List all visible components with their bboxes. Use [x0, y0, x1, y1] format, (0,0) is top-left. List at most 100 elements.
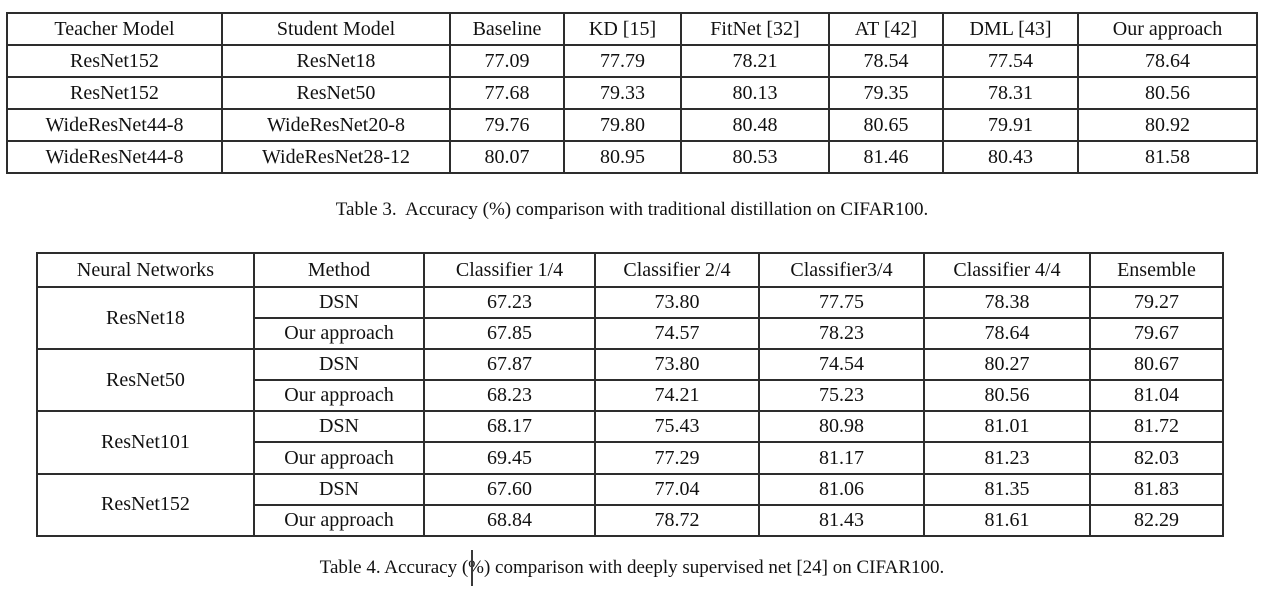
accuracy-cell: 78.23	[758, 317, 925, 351]
accuracy-cell: 67.85	[423, 317, 596, 351]
student-model-cell: ResNet50	[221, 76, 451, 110]
table3-caption: Table 3. Accuracy (%) comparison with tr…	[335, 199, 929, 220]
column-header-teacher-model: Teacher Model	[6, 12, 223, 46]
student-model-cell: WideResNet28-12	[221, 140, 451, 174]
column-header-our-approach: Our approach	[1077, 12, 1258, 46]
accuracy-cell: 73.80	[594, 348, 760, 382]
accuracy-cell: 68.17	[423, 410, 596, 444]
column-header-kd: KD [15]	[563, 12, 682, 46]
accuracy-cell: 80.27	[923, 348, 1091, 382]
method-cell: DSN	[253, 348, 425, 382]
method-cell: Our approach	[253, 317, 425, 351]
network-cell: ResNet18	[36, 285, 255, 351]
table-header-row: Teacher Model Student Model Baseline KD …	[6, 12, 1258, 46]
accuracy-cell: 67.23	[423, 285, 596, 320]
teacher-model-cell: WideResNet44-8	[6, 108, 223, 142]
accuracy-cell: 81.61	[923, 503, 1091, 537]
accuracy-cell: 77.68	[449, 76, 565, 110]
accuracy-cell: 81.06	[758, 472, 925, 506]
table-row: WideResNet44-8 WideResNet28-12 80.07 80.…	[6, 140, 1258, 174]
accuracy-cell: 78.31	[942, 76, 1079, 110]
teacher-model-cell: ResNet152	[6, 44, 223, 78]
accuracy-cell: 78.38	[923, 285, 1091, 320]
accuracy-cell: 79.67	[1089, 317, 1224, 351]
table-row: ResNet50 DSN 67.87 73.80 74.54 80.27 80.…	[36, 348, 1224, 413]
accuracy-cell: 80.95	[563, 140, 682, 174]
accuracy-cell: 68.23	[423, 379, 596, 413]
accuracy-cell: 82.03	[1089, 441, 1224, 475]
accuracy-cell: 81.23	[923, 441, 1091, 475]
accuracy-cell: 81.35	[923, 472, 1091, 506]
network-cell: ResNet152	[36, 472, 255, 537]
method-cell: DSN	[253, 285, 425, 320]
teacher-model-cell: WideResNet44-8	[6, 140, 223, 174]
table-row: Our approach 68.84 78.72 81.43 81.61 82.…	[37, 503, 1224, 537]
network-cell: ResNet50	[36, 348, 255, 413]
table-row: ResNet18 DSN 67.23 73.80 77.75 78.38 79.…	[36, 285, 1224, 351]
accuracy-cell: 78.54	[828, 44, 944, 78]
table-row: ResNet101 DSN 68.17 75.43 80.98 81.01 81…	[36, 410, 1224, 475]
table-row: Our approach 67.85 74.57 78.23 78.64 79.…	[37, 317, 1224, 351]
accuracy-cell: 81.72	[1089, 410, 1224, 444]
accuracy-cell: 80.43	[942, 140, 1079, 174]
column-header-classifier-2: Classifier 2/4	[594, 252, 760, 288]
accuracy-cell: 77.75	[758, 285, 925, 320]
student-model-cell: ResNet18	[221, 44, 451, 78]
column-header-classifier-1: Classifier 1/4	[423, 252, 596, 288]
accuracy-cell: 82.29	[1089, 503, 1224, 537]
method-cell: DSN	[253, 410, 425, 444]
stray-vertical-line-artifact	[471, 550, 473, 586]
accuracy-cell: 80.56	[923, 379, 1091, 413]
accuracy-cell: 80.56	[1077, 76, 1258, 110]
accuracy-cell: 79.35	[828, 76, 944, 110]
table-row: ResNet152 ResNet50 77.68 79.33 80.13 79.…	[6, 76, 1258, 110]
accuracy-cell: 81.01	[923, 410, 1091, 444]
table-deeply-supervised-net: Neural Networks Method Classifier 1/4 Cl…	[36, 252, 1224, 537]
accuracy-cell: 80.98	[758, 410, 925, 444]
method-cell: Our approach	[253, 379, 425, 413]
accuracy-cell: 81.04	[1089, 379, 1224, 413]
column-header-at: AT [42]	[828, 12, 944, 46]
accuracy-cell: 68.84	[423, 503, 596, 537]
accuracy-cell: 78.64	[1077, 44, 1258, 78]
accuracy-cell: 74.54	[758, 348, 925, 382]
accuracy-cell: 80.65	[828, 108, 944, 142]
table-traditional-distillation: Teacher Model Student Model Baseline KD …	[6, 12, 1258, 174]
accuracy-cell: 79.33	[563, 76, 682, 110]
accuracy-cell: 77.54	[942, 44, 1079, 78]
accuracy-cell: 79.91	[942, 108, 1079, 142]
column-header-dml: DML [43]	[942, 12, 1079, 46]
column-header-fitnet: FitNet [32]	[680, 12, 830, 46]
accuracy-cell: 74.21	[594, 379, 760, 413]
accuracy-cell: 69.45	[423, 441, 596, 475]
column-header-student-model: Student Model	[221, 12, 451, 46]
accuracy-cell: 80.13	[680, 76, 830, 110]
accuracy-cell: 81.83	[1089, 472, 1224, 506]
column-header-classifier-4: Classifier 4/4	[923, 252, 1091, 288]
accuracy-cell: 73.80	[594, 285, 760, 320]
accuracy-cell: 80.48	[680, 108, 830, 142]
accuracy-cell: 75.43	[594, 410, 760, 444]
accuracy-cell: 77.29	[594, 441, 760, 475]
accuracy-cell: 75.23	[758, 379, 925, 413]
column-header-ensemble: Ensemble	[1089, 252, 1224, 288]
column-header-method: Method	[253, 252, 425, 288]
accuracy-cell: 79.80	[563, 108, 682, 142]
table-row: ResNet152 DSN 67.60 77.04 81.06 81.35 81…	[36, 472, 1224, 537]
network-cell: ResNet101	[36, 410, 255, 475]
method-cell: Our approach	[253, 441, 425, 475]
accuracy-cell: 77.79	[563, 44, 682, 78]
column-header-baseline: Baseline	[449, 12, 565, 46]
accuracy-cell: 80.07	[449, 140, 565, 174]
column-header-classifier-3: Classifier3/4	[758, 252, 925, 288]
column-header-neural-networks: Neural Networks	[36, 252, 255, 288]
accuracy-cell: 74.57	[594, 317, 760, 351]
accuracy-cell: 77.04	[594, 472, 760, 506]
accuracy-cell: 77.09	[449, 44, 565, 78]
accuracy-cell: 80.53	[680, 140, 830, 174]
accuracy-cell: 80.92	[1077, 108, 1258, 142]
accuracy-cell: 78.21	[680, 44, 830, 78]
accuracy-cell: 79.27	[1089, 285, 1224, 320]
method-cell: DSN	[253, 472, 425, 506]
accuracy-cell: 81.58	[1077, 140, 1258, 174]
